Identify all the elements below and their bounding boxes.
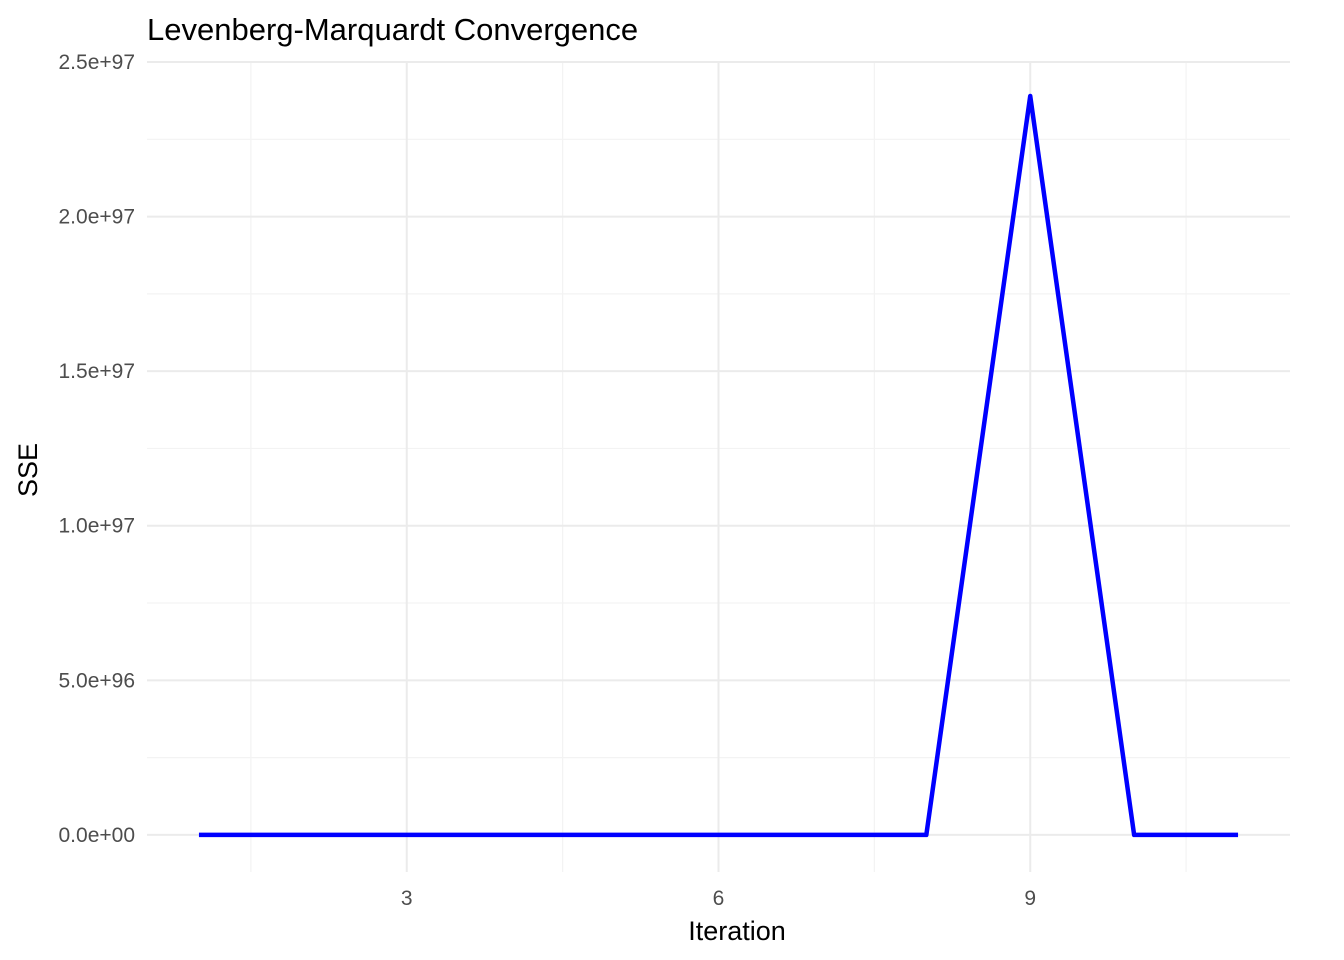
x-tick-label: 6 <box>713 887 725 910</box>
x-axis-title: Iteration <box>688 916 786 946</box>
y-tick-label: 1.0e+97 <box>59 515 136 538</box>
y-tick-label: 5.0e+96 <box>59 669 136 692</box>
y-tick-label: 2.0e+97 <box>59 206 136 229</box>
grid <box>147 61 1290 872</box>
series-line-0 <box>198 93 1239 838</box>
y-axis-ticks: 0.0e+00 5.0e+96 1.0e+97 1.5e+97 2.0e+97 2.5e+… <box>59 51 136 847</box>
series-layer <box>198 93 1239 838</box>
x-tick-label: 3 <box>401 887 413 910</box>
y-tick-label: 0.0e+00 <box>59 824 136 847</box>
y-tick-label: 2.5e+97 <box>59 51 136 74</box>
x-tick-label: 9 <box>1024 887 1036 910</box>
y-tick-label: 1.5e+97 <box>59 360 136 383</box>
chart-title: Levenberg-Marquardt Convergence <box>147 12 638 47</box>
x-axis-ticks: 3 6 9 <box>401 887 1036 910</box>
y-axis-title: SSE <box>13 443 43 497</box>
